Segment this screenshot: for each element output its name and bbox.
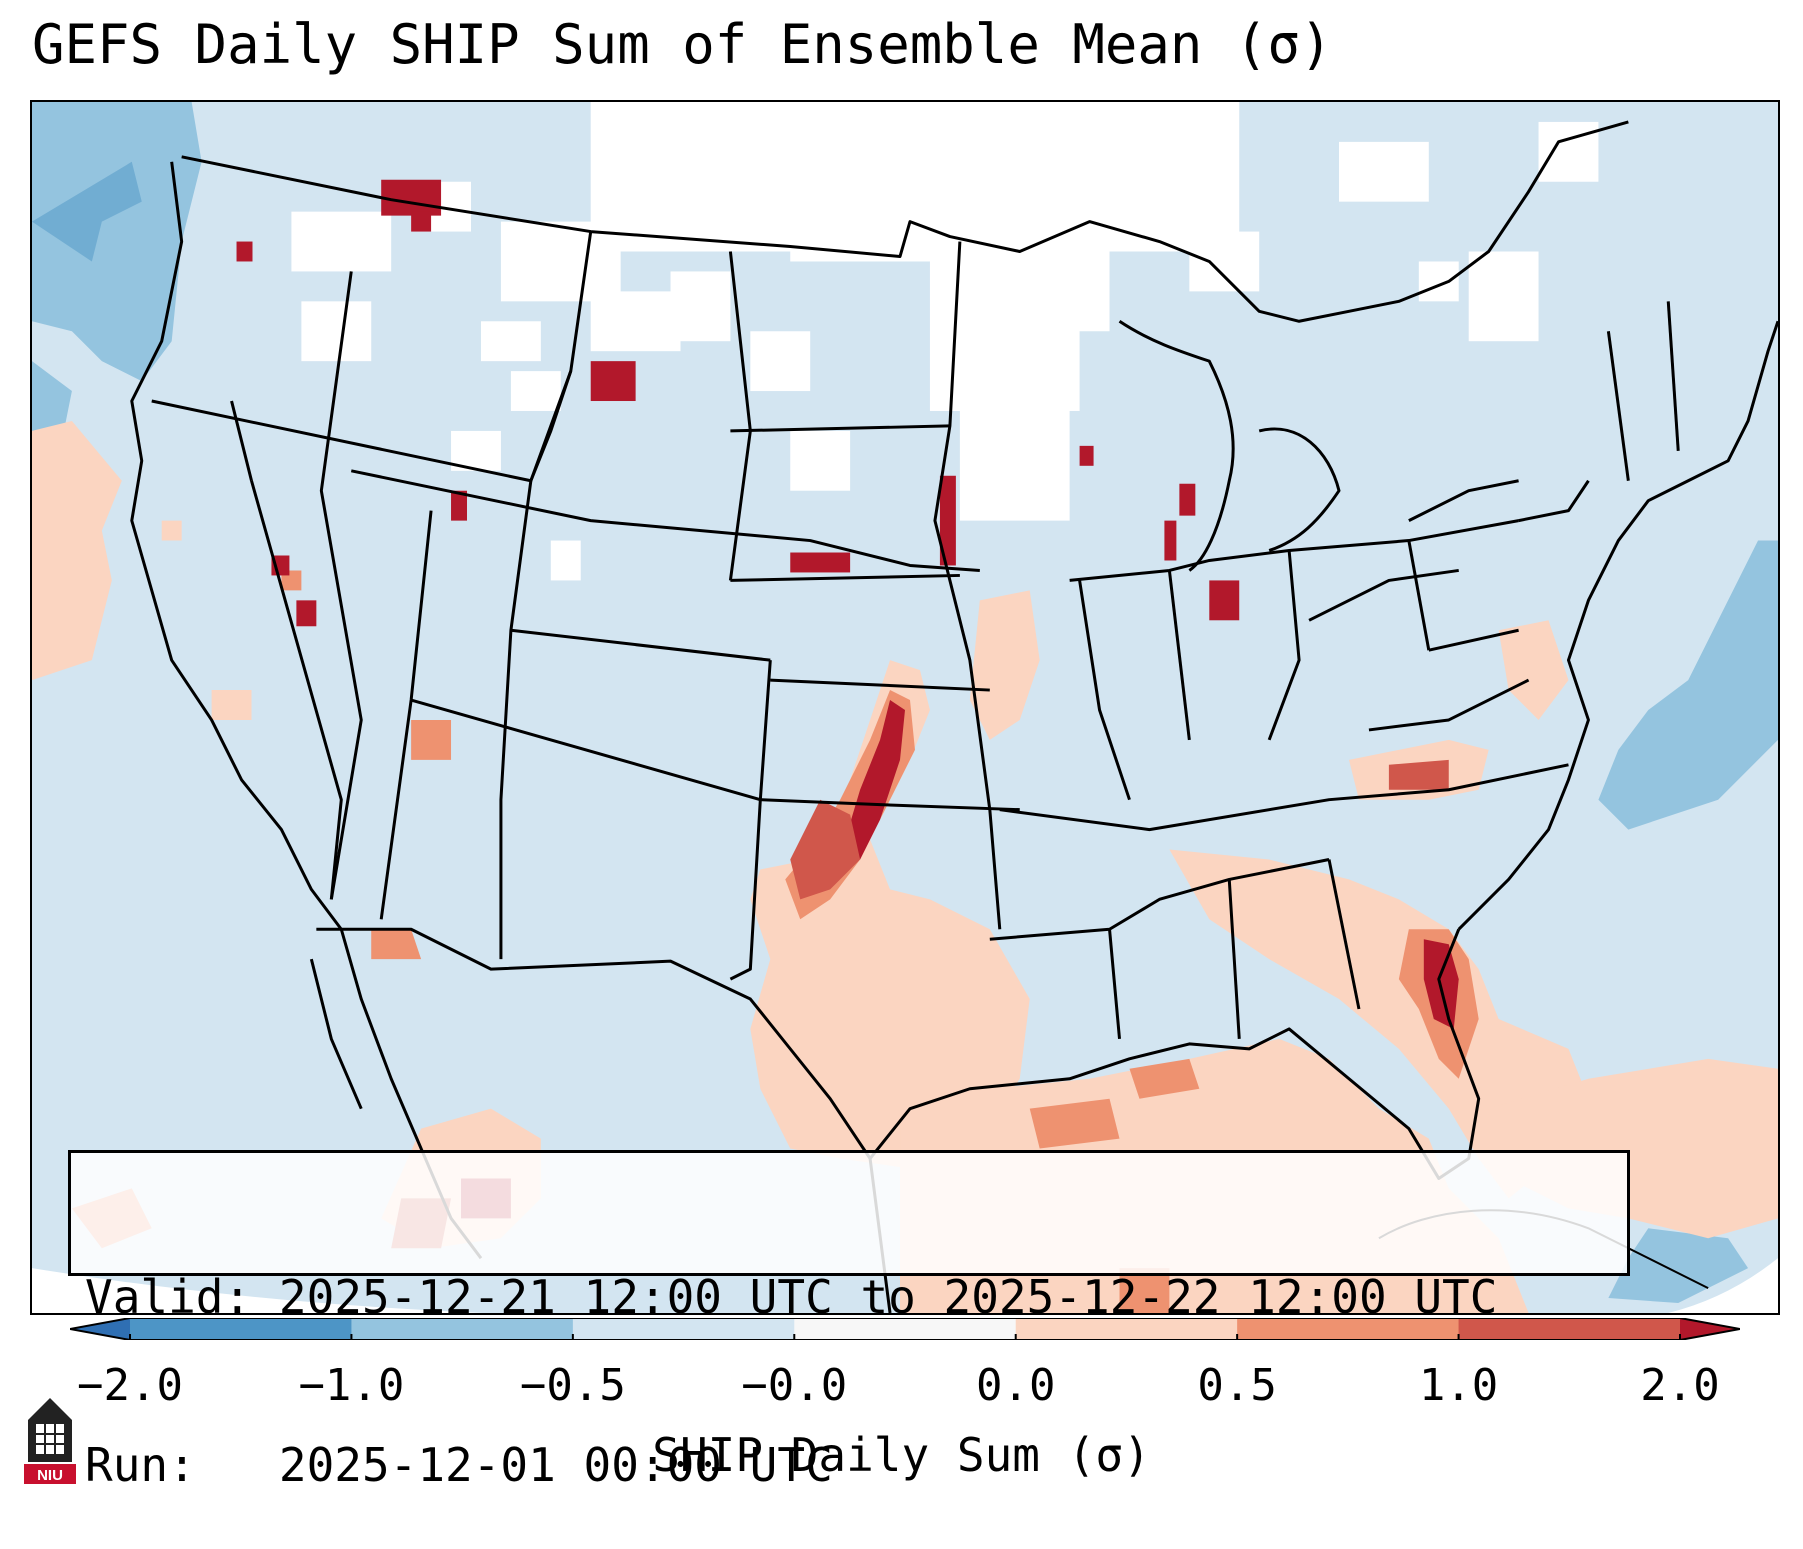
near-zero-patches (291, 102, 1599, 581)
colorbar-segment (1237, 1318, 1460, 1340)
colorbar-label: SHIP Daily Sum (σ) (652, 1428, 1151, 1482)
niu-logo: NIU (24, 1398, 76, 1484)
negative-anomaly-regions (32, 102, 1778, 1304)
validity-info-box: Valid: 2025-12-21 12:00 UTC to 2025-12-2… (68, 1150, 1630, 1492)
colorbar-tick-label: −0.5 (519, 1360, 626, 1411)
political-borders (130, 120, 1778, 1313)
map-outside-projection (32, 1268, 930, 1313)
colorbar-tick-label: −0.0 (741, 1360, 848, 1411)
colorbar-tick-label: 0.0 (975, 1360, 1056, 1411)
colorbar-segment (130, 1318, 352, 1340)
valid-label: Valid: (85, 1270, 252, 1324)
page-title: GEFS Daily SHIP Sum of Ensemble Mean (σ) (32, 13, 1333, 76)
colorbar-extend-low (70, 1318, 130, 1340)
colorbar-tick-label: 2.0 (1640, 1360, 1720, 1411)
run-line: Run: 2025-12-01 00:00 UTC (85, 1437, 1627, 1493)
svg-text:NIU: NIU (37, 1467, 63, 1484)
map-canvas (32, 102, 1778, 1313)
valid-text: 2025-12-21 12:00 UTC to 2025-12-22 12:00… (278, 1270, 1498, 1324)
colorbar-tick-label: 0.5 (1197, 1360, 1277, 1411)
colorbar-tick-label: 1.0 (1418, 1360, 1499, 1411)
colorbar-segment (572, 1318, 795, 1340)
colorbar-segment (351, 1318, 574, 1340)
valid-line: Valid: 2025-12-21 12:00 UTC to 2025-12-2… (85, 1269, 1627, 1325)
run-text: 2025-12-01 00:00 UTC (278, 1438, 833, 1492)
colorbar-extend-high (1680, 1318, 1740, 1340)
colorbar-segment (794, 1318, 1017, 1340)
map-panel (30, 100, 1780, 1315)
colorbar-segment (1458, 1318, 1681, 1340)
colorbar-tick-label: −1.0 (298, 1360, 405, 1411)
map-outside-projection-right (1668, 1258, 1778, 1313)
colorbar-tick-label: −2.0 (77, 1360, 183, 1411)
colorbar-segment (1015, 1318, 1238, 1340)
run-label: Run: (85, 1438, 196, 1492)
strong-positive-spots (236, 179, 1240, 627)
colorbar (70, 1318, 1740, 1340)
